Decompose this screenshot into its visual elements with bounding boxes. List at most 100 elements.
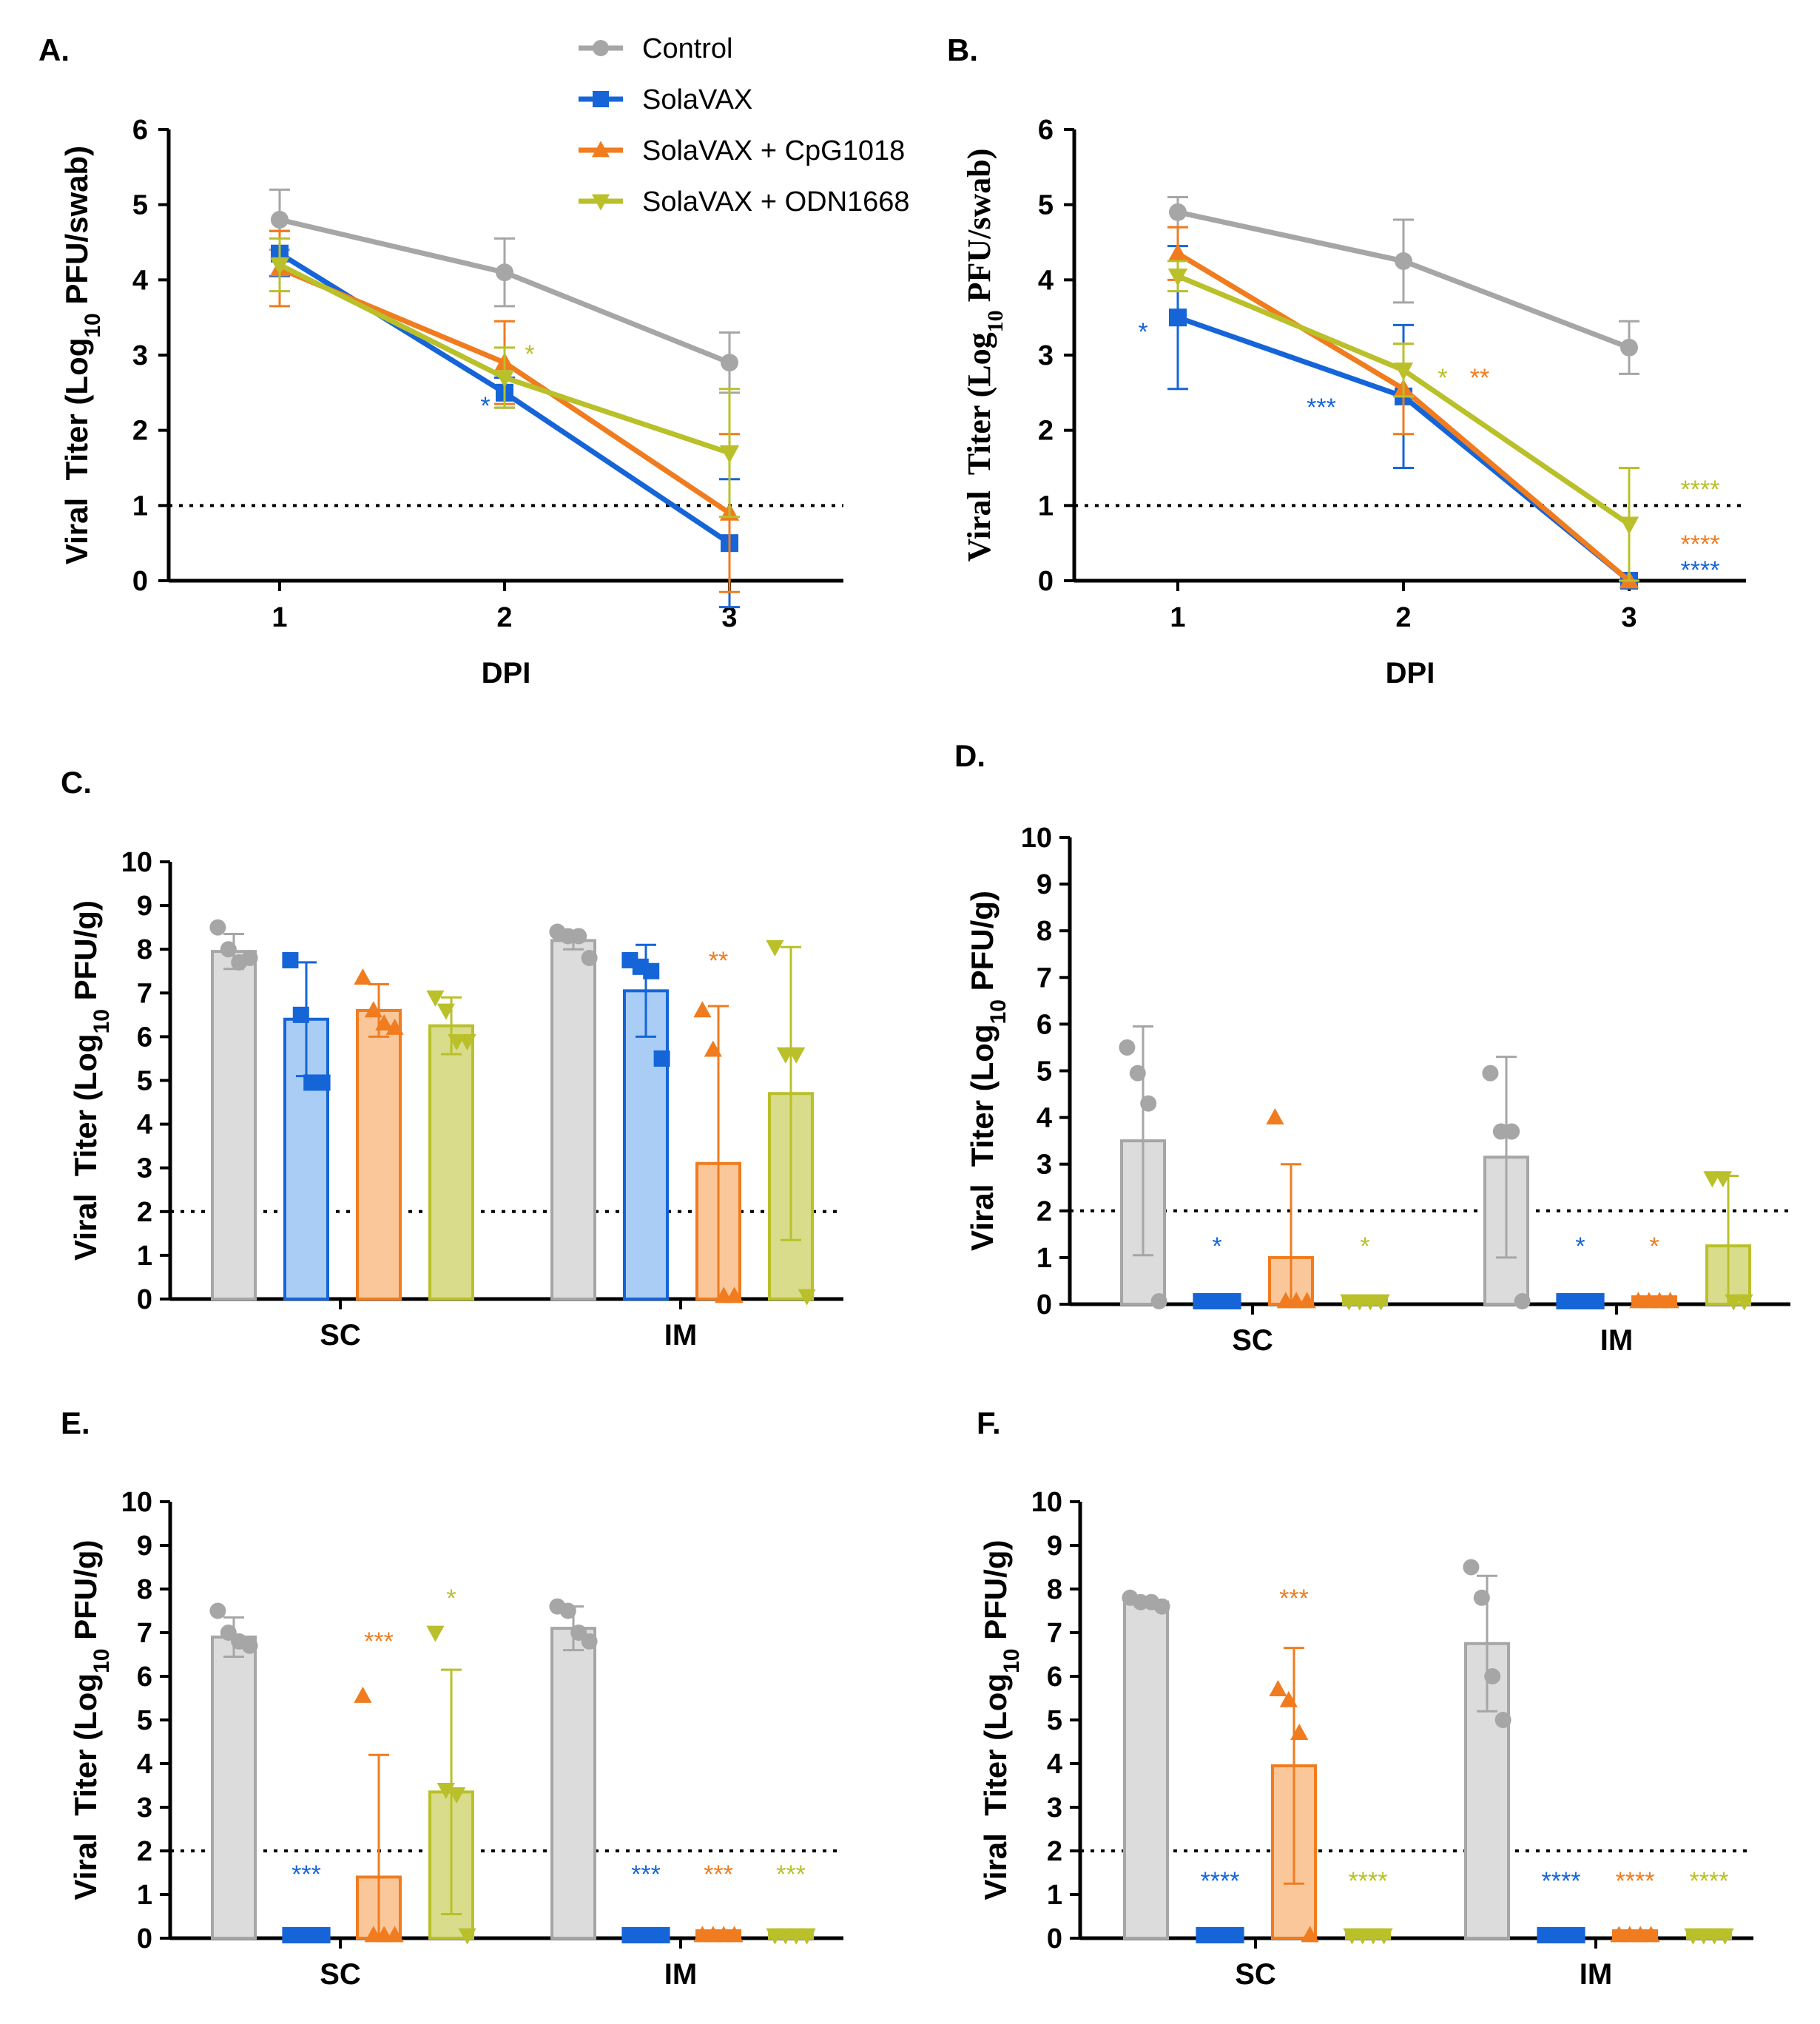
significance-label: *** <box>291 1861 321 1889</box>
significance-label: *** <box>631 1861 661 1889</box>
data-point <box>1393 362 1414 381</box>
y-tick-label: 5 <box>137 1705 152 1736</box>
y-axis-label-part: PFU/g) <box>978 1540 1013 1649</box>
data-point <box>766 940 784 957</box>
significance-label: *** <box>364 1627 394 1656</box>
y-tick-label: 4 <box>1038 265 1054 296</box>
data-point <box>292 1006 309 1023</box>
legend-item-solavax: SolaVAX <box>579 84 752 115</box>
series-odn <box>1167 260 1639 582</box>
significance-label: * <box>1360 1232 1369 1261</box>
data-point <box>426 1625 445 1642</box>
data-point <box>1503 1123 1520 1140</box>
series-solavax <box>1193 1293 1605 1309</box>
x-category-label: IM <box>664 1319 697 1352</box>
y-tick-label: 4 <box>1037 1103 1052 1134</box>
significance-label: ** <box>1470 364 1489 392</box>
y-axis-label: Viral Titer (Log10 PFU/swab) <box>59 146 105 564</box>
data-point <box>719 445 740 463</box>
y-tick-label: 2 <box>1047 1836 1062 1867</box>
y-axis-label-part: PFU/g) <box>68 1540 103 1649</box>
x-tick-label: 3 <box>721 602 737 633</box>
y-tick-label: 5 <box>137 1066 152 1097</box>
series-control <box>1122 1559 1511 1940</box>
y-tick-label: 4 <box>137 1749 152 1780</box>
data-point <box>653 1050 670 1067</box>
series-solavax <box>1196 1927 1585 1943</box>
y-axis-label-part: Viral Titer (Log <box>961 332 997 561</box>
data-point <box>581 950 598 967</box>
y-tick-label: 8 <box>137 934 152 965</box>
y-tick-label: 4 <box>132 265 148 296</box>
y-axis-label-part: 10 <box>81 313 105 337</box>
y-tick-label: 7 <box>137 978 152 1009</box>
y-axis-label-part: Viral Titer (Log <box>68 1673 103 1900</box>
legend-item-control: Control <box>579 33 733 64</box>
data-point <box>1372 1294 1390 1311</box>
y-tick-label: 1 <box>1037 1243 1052 1274</box>
x-category-label: SC <box>320 1958 361 1991</box>
data-point <box>1298 1292 1316 1309</box>
data-point <box>798 1928 816 1945</box>
series-odn <box>426 940 816 1306</box>
data-point <box>364 1001 382 1018</box>
data-point <box>269 257 290 275</box>
significance-label: **** <box>1690 1867 1729 1895</box>
legend-marker <box>591 141 610 158</box>
significance-label: * <box>525 340 534 368</box>
data-point <box>1269 1680 1287 1697</box>
x-category-label: IM <box>1600 1324 1633 1357</box>
data-point <box>725 1286 744 1303</box>
legend-label: SolaVAX + CpG1018 <box>642 135 905 166</box>
legend-marker <box>591 194 610 211</box>
significance-label: * <box>446 1585 456 1613</box>
data-point <box>458 1033 476 1050</box>
bar <box>211 950 257 1301</box>
series-odn <box>1343 1928 1734 1945</box>
panel-label: A. <box>38 33 70 67</box>
y-axis-label-part: 10 <box>90 1009 114 1033</box>
bar <box>623 989 669 1301</box>
data-point <box>1716 1928 1734 1945</box>
data-point <box>1713 1171 1732 1188</box>
legend-label: SolaVAX + ODN1668 <box>642 186 910 217</box>
y-axis-label: Viral Titer (Log10 PFU/g) <box>68 1540 114 1900</box>
y-tick-label: 6 <box>1047 1662 1062 1693</box>
legend-marker <box>593 91 609 107</box>
data-point <box>704 1040 722 1057</box>
data-point <box>1568 1927 1585 1943</box>
x-category-label: IM <box>1580 1958 1612 1991</box>
series-odn <box>1340 1171 1753 1311</box>
y-axis-label-part: 10 <box>1000 1649 1024 1673</box>
series-control <box>269 188 740 394</box>
y-axis-label: Viral Titer (Log10 PFU/g) <box>978 1540 1024 1900</box>
data-point <box>1301 1926 1319 1943</box>
y-axis-label-part: Viral Titer (Log <box>59 338 94 565</box>
x-axis-label: DPI <box>482 657 531 689</box>
y-tick-label: 6 <box>132 115 148 146</box>
y-tick-label: 10 <box>121 847 152 878</box>
significance-label: * <box>1649 1232 1659 1261</box>
x-axis-label: DPI <box>1386 657 1435 689</box>
data-point <box>1514 1293 1531 1309</box>
data-point <box>721 354 738 372</box>
data-point <box>1224 1293 1241 1309</box>
y-axis-label-part: PFU/swab) <box>961 149 997 311</box>
y-tick-label: 3 <box>137 1792 152 1824</box>
data-point <box>1119 1039 1136 1056</box>
data-point <box>1140 1095 1157 1112</box>
data-point <box>496 263 513 282</box>
data-point <box>1735 1294 1753 1311</box>
data-point <box>1169 308 1187 327</box>
x-tick-label: 2 <box>496 602 512 633</box>
y-axis-label-part: PFU/swab) <box>59 146 94 313</box>
series-control <box>209 919 598 1301</box>
legend-marker <box>593 40 609 56</box>
data-point <box>570 928 587 945</box>
data-point <box>581 1633 598 1650</box>
y-tick-label: 0 <box>137 1284 152 1315</box>
significance-label: *** <box>704 1861 733 1889</box>
